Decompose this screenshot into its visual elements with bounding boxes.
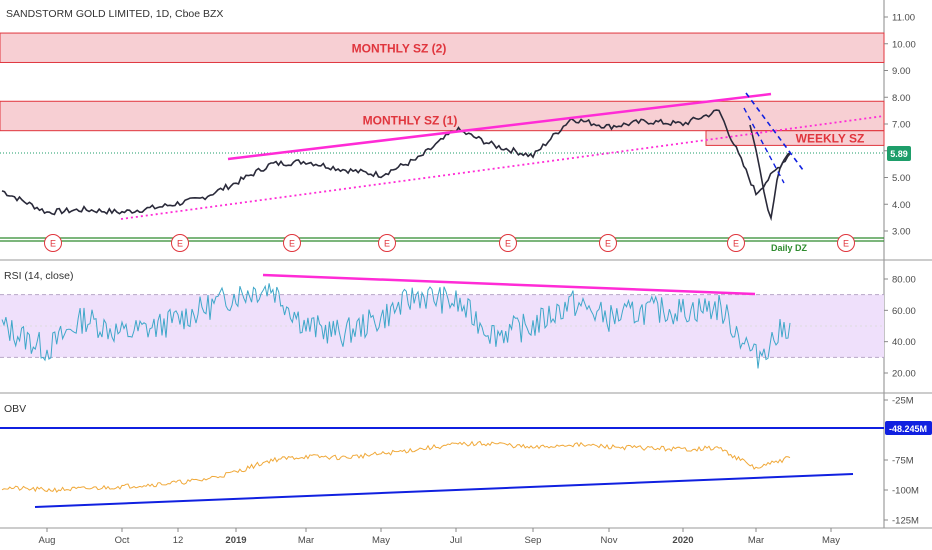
earnings-marker-label: E (733, 239, 739, 249)
earnings-marker-label: E (50, 239, 56, 249)
rsi-y-axis: 80.00 60.00 40.00 20.00 (884, 275, 916, 380)
y-tick-label: 11.00 (892, 13, 915, 24)
svg-text:5.89: 5.89 (890, 149, 908, 159)
last-price-tag: 5.89 (887, 146, 911, 161)
x-tick-label: 2020 (672, 535, 693, 546)
price-series (1, 109, 791, 222)
earnings-marker (171, 234, 189, 252)
earnings-marker (378, 234, 396, 252)
zone-rect (0, 32, 885, 63)
earnings-marker (283, 234, 301, 252)
x-tick-label: May (372, 535, 390, 546)
y-tick-label: 8.00 (892, 93, 911, 104)
zone-rect (0, 100, 885, 132)
time-x-axis: Aug Oct 12 2019 Mar May Jul Sep Nov 2020 Mar May (39, 528, 840, 546)
rsi-tick-label: 20.00 (892, 369, 916, 380)
rsi-tick-label: 60.00 (892, 306, 916, 317)
y-tick-label: 10.00 (892, 39, 916, 50)
rsi-line (1, 283, 791, 369)
trendlines (0, 92, 885, 508)
x-tick-label: Aug (39, 535, 56, 546)
earnings-marker (599, 234, 617, 252)
rsi-pane-label: RSI (14, close) (4, 270, 73, 282)
price-crash (749, 124, 791, 222)
x-tick-label: Mar (298, 535, 314, 546)
price-line (1, 109, 791, 216)
y-tick-label: 9.00 (892, 66, 911, 77)
y-tick-label: 4.00 (892, 200, 911, 211)
price-resistance-line (227, 92, 772, 161)
rsi-series (1, 283, 791, 369)
x-tick-label: May (822, 535, 840, 546)
y-tick-label: 7.00 (892, 120, 911, 131)
earnings-marker-label: E (605, 239, 611, 249)
x-tick-label: Sep (525, 535, 542, 546)
obv-y-axis: -25M -75M -100M -125M (884, 396, 919, 527)
y-tick-label: 3.00 (892, 227, 911, 238)
obv-series (1, 440, 791, 493)
earnings-marker-label: E (843, 239, 849, 249)
supply-zones: MONTHLY SZ (2) MONTHLY SZ (1) WEEKLY SZ (0, 32, 885, 242)
obv-pane-label: OBV (4, 403, 26, 415)
obv-tick-label: -75M (892, 456, 914, 467)
earnings-marker (499, 234, 517, 252)
x-tick-label: Mar (748, 535, 764, 546)
obv-last-tag: -48.245M (885, 421, 932, 435)
zone-label: WEEKLY SZ (796, 132, 865, 146)
zone-label: MONTHLY SZ (2) (352, 41, 447, 55)
x-tick-label: Oct (115, 535, 130, 546)
earnings-marker-label: E (384, 239, 390, 249)
zone-label: MONTHLY SZ (1) (363, 114, 458, 128)
earnings-marker-label: E (505, 239, 511, 249)
rsi-divergence-line (262, 273, 756, 296)
rsi-band (0, 294, 884, 358)
obv-tick-label: -125M (892, 516, 919, 527)
svg-text:-48.245M: -48.245M (889, 424, 927, 434)
earnings-marker-label: E (289, 239, 295, 249)
y-tick-label: 5.00 (892, 173, 911, 184)
obv-tick-label: -100M (892, 486, 919, 497)
obv-uptrend-line (34, 473, 854, 508)
daily-dz-label: Daily DZ (771, 243, 808, 253)
x-tick-label: 2019 (225, 535, 246, 546)
earnings-marker (727, 234, 745, 252)
x-tick-label: 12 (173, 535, 184, 546)
earnings-marker (44, 234, 62, 252)
obv-line (1, 440, 791, 493)
obv-tick-label: -25M (892, 396, 914, 407)
chart-title: SANDSTORM GOLD LIMITED, 1D, Cboe BZX (6, 8, 223, 20)
x-tick-label: Jul (450, 535, 462, 546)
rsi-tick-label: 80.00 (892, 275, 916, 286)
downtrend-dashed-1 (745, 92, 804, 171)
rsi-tick-label: 40.00 (892, 337, 916, 348)
x-tick-label: Nov (601, 535, 618, 546)
earnings-marker-label: E (177, 239, 183, 249)
earnings-marker (837, 234, 855, 252)
